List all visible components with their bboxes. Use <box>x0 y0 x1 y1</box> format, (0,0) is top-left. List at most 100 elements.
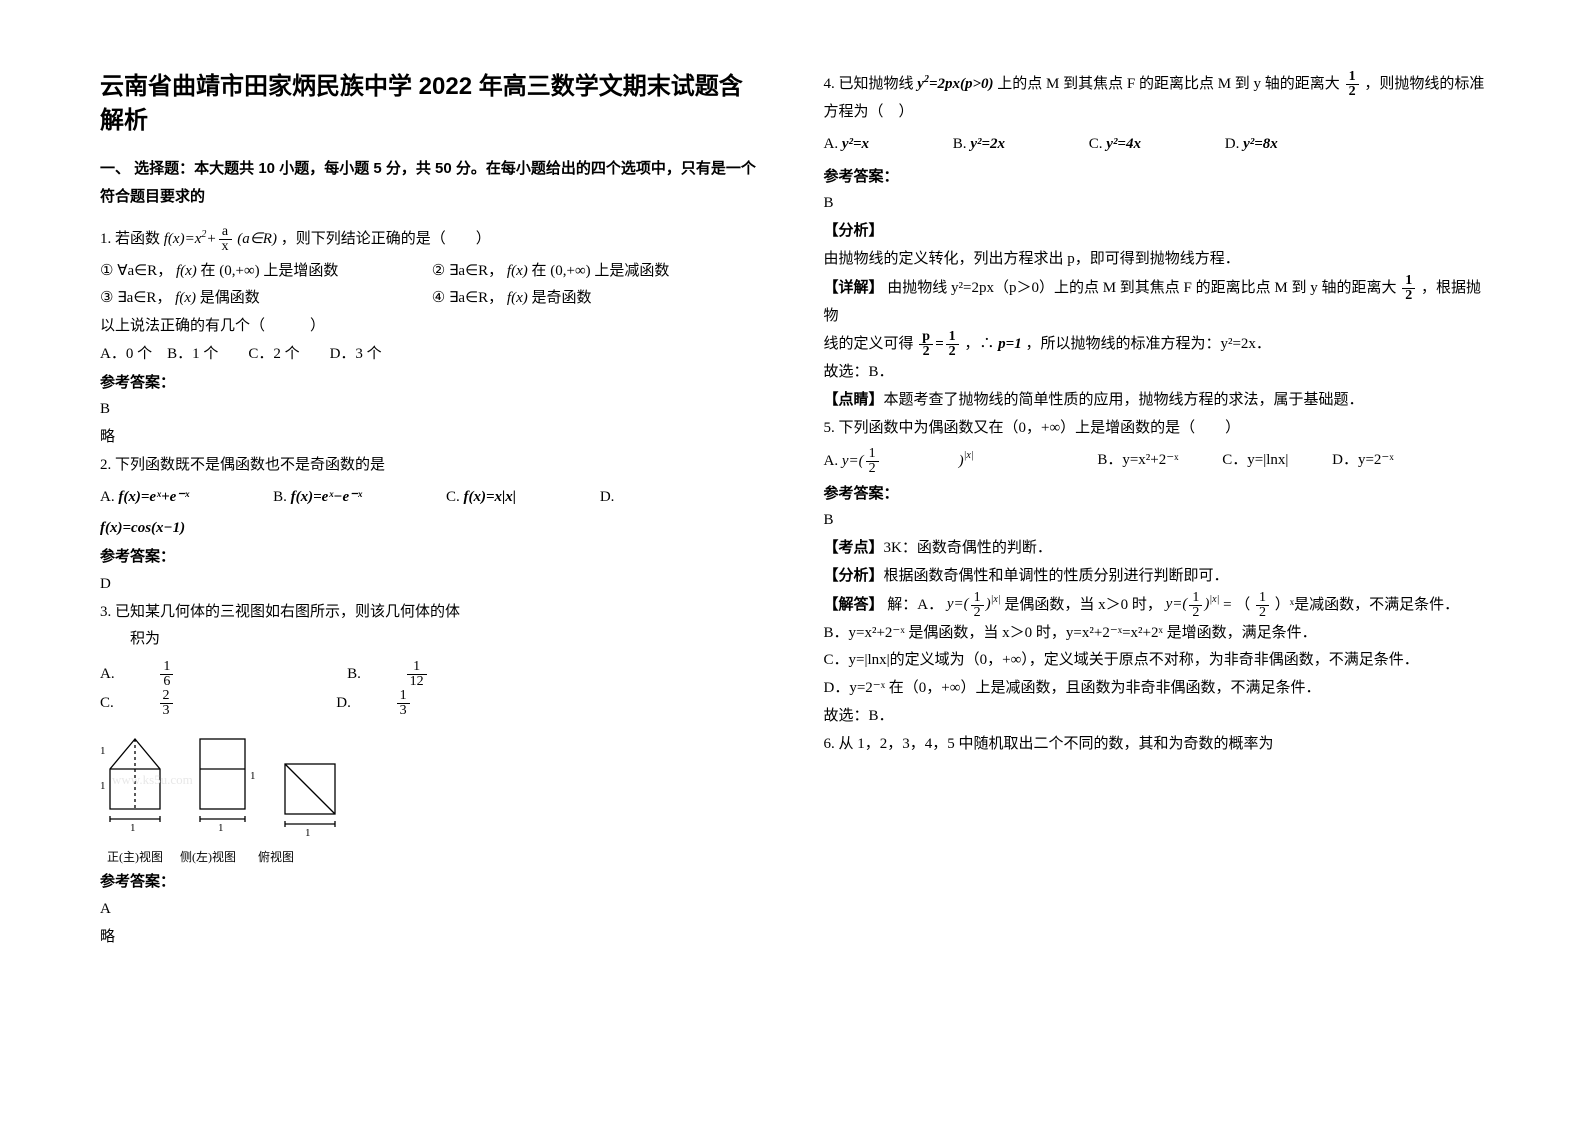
q1-row2: ③ ∃a∈R， f(x) 是偶函数 ④ ∃a∈R， f(x) 是奇函数 <box>100 285 764 313</box>
q1-stem-prefix: 1. 若函数 <box>100 231 160 247</box>
q5-fx: 根据函数奇偶性和单调性的性质分别进行判断即可． <box>884 568 1229 584</box>
q5-kd: 3K：函数奇偶性的判断． <box>884 540 1052 556</box>
q4-xj3: 故选：B． <box>824 359 1488 387</box>
q3-opts: A. 16 B. 112 C. 23 D. 13 <box>100 660 764 718</box>
q4-p1: p=1 <box>998 336 1022 352</box>
q4-fx: 由抛物线的定义转化，列出方程求出 p，即可得到抛物线方程． <box>824 246 1488 274</box>
q5-jd-f1: y=(12)|x| <box>947 596 1001 612</box>
q1-fx-2: f(x) <box>507 263 528 279</box>
q5-jde: 故选：B． <box>824 703 1488 731</box>
q4-xj2c: ，所以抛物线的标准方程为：y²=2x． <box>1025 336 1270 352</box>
q1-ask: 以上说法正确的有几个（ ） <box>100 313 764 341</box>
svg-text:1: 1 <box>305 827 311 839</box>
q5-kd-label: 【考点】 <box>824 540 884 556</box>
q5-fx-label: 【分析】 <box>824 568 884 584</box>
q3-B: B. <box>347 661 361 689</box>
q4-xj-label: 【详解】 <box>824 279 884 295</box>
q2-optC: f(x)=x|x| <box>463 484 516 512</box>
svg-text:1: 1 <box>100 745 106 757</box>
doc-title: 云南省曲靖市田家炳民族中学 2022 年高三数学文期末试题含解析 <box>100 70 764 137</box>
q4-xj1-line: 【详解】 由抛物线 y²=2px（p＞0）上的点 M 到其焦点 F 的距离比点 … <box>824 274 1488 331</box>
q5-jda4: ）ˣ是减函数，不满足条件． <box>1275 596 1459 612</box>
q4-ds-label: 【点睛】 <box>824 392 884 408</box>
q5-jd-f2: y=(12)|x| <box>1166 596 1220 612</box>
q4-opts: A. y²=x B. y²=2x C. y²=4x D. y²=8x <box>824 131 1488 159</box>
q4-xj2-line: 线的定义可得 p2=12 ，∴ p=1 ，所以抛物线的标准方程为：y²=2x． <box>824 330 1488 359</box>
q3-exp: 略 <box>100 924 764 952</box>
q4-ans: B <box>824 190 1488 218</box>
q5-jd-label: 【解答】 <box>824 596 884 612</box>
q4-fx-label: 【分析】 <box>824 223 884 239</box>
q5-stem: 5. 下列函数中为偶函数又在（0，+∞）上是增函数的是（ ） <box>824 415 1488 443</box>
q1-ans: B <box>100 396 764 424</box>
q4-frac-p: p2=12 <box>917 336 960 352</box>
q1-c2b: 在 (0,+∞) 上是减函数 <box>531 263 669 279</box>
q4-b: 上的点 M 到其焦点 F 的距离比点 M 到 y 轴的距离大 <box>997 76 1343 92</box>
q2-optD: f(x)=cos(x−1) <box>100 520 185 536</box>
q5-jdd: D．y=2⁻ˣ 在（0，+∞）上是减函数，且函数为非奇非偶函数，不满足条件． <box>824 675 1488 703</box>
q2-optA: f(x)=eˣ+e⁻ˣ <box>118 484 189 512</box>
q5-jda1: 解：A． <box>887 596 943 612</box>
q4-ans-label: 参考答案： <box>824 163 1488 191</box>
q2-ans-label: 参考答案： <box>100 543 764 571</box>
q3-A: A. <box>100 661 115 689</box>
q1-c3b: 是偶函数 <box>200 290 260 306</box>
q5-ans: B <box>824 507 1488 535</box>
q4-B: y²=2x <box>970 131 1005 159</box>
q1-exp: 略 <box>100 424 764 452</box>
q5-optC: C．y=|lnx| <box>1222 447 1288 475</box>
q4-C: y²=4x <box>1106 131 1141 159</box>
q4-D: y²=8x <box>1243 131 1278 159</box>
q2-optB: f(x)=eˣ−e⁻ˣ <box>291 484 363 512</box>
q5-optA: y=(12)|x| <box>842 447 1014 476</box>
q4-ds: 本题考查了抛物线的简单性质的应用，抛物线方程的求法，属于基础题． <box>884 392 1364 408</box>
q3-ans: A <box>100 896 764 924</box>
q3-C: C. <box>100 690 114 718</box>
svg-text:1: 1 <box>218 822 224 834</box>
q4-a: 4. 已知抛物线 <box>824 76 918 92</box>
view-captions: 正(主)视图 侧(左)视图 俯视图 <box>100 846 764 868</box>
q3-ans-label: 参考答案： <box>100 868 764 896</box>
left-column: 云南省曲靖市田家炳民族中学 2022 年高三数学文期末试题含解析 一、 选择题：… <box>100 70 764 1082</box>
q1-c4b: 是奇函数 <box>531 290 591 306</box>
q1-c3a: ③ ∃a∈R， <box>100 290 171 306</box>
right-column: 4. 已知抛物线 y2=2px(p>0) 上的点 M 到其焦点 F 的距离比点 … <box>824 70 1488 1082</box>
section-1-heading: 一、 选择题：本大题共 10 小题，每小题 5 分，共 50 分。在每小题给出的… <box>100 155 764 211</box>
q5-optB: B．y=x²+2⁻ˣ <box>1097 447 1178 475</box>
q5-jda3: = （ <box>1223 596 1250 612</box>
q3-stem: 3. 已知某几何体的三视图如右图所示，则该几何体的体 <box>100 599 764 627</box>
q5-ans-label: 参考答案： <box>824 480 1488 508</box>
q4-eq: y2=2px(p>0) <box>917 76 993 92</box>
q4-xj2a: 线的定义可得 <box>824 336 918 352</box>
q2-stem: 2. 下列函数既不是偶函数也不是奇函数的是 <box>100 452 764 480</box>
q1-c2a: ② ∃a∈R， <box>432 263 503 279</box>
q2-opts-row1: A. f(x)=eˣ+e⁻ˣ B. f(x)=eˣ−e⁻ˣ C. f(x)=x|… <box>100 484 764 512</box>
q1-row1: ① ∀a∈R， f(x) 在 (0,+∞) 上是增函数 ② ∃a∈R， f(x)… <box>100 258 764 286</box>
cap-front: 正(主)视图 <box>100 846 170 868</box>
q5-optD: D．y=2⁻ˣ <box>1332 447 1394 475</box>
cap-top: 俯视图 <box>246 846 306 868</box>
q1-c1b: 在 (0,+∞) 上是增函数 <box>201 263 339 279</box>
q1-fx-1: f(x) <box>176 263 197 279</box>
q3-D: D. <box>336 690 351 718</box>
page: 云南省曲靖市田家炳民族中学 2022 年高三数学文期末试题含解析 一、 选择题：… <box>0 0 1587 1122</box>
q5-jd-a: 【解答】 解：A． y=(12)|x| 是偶函数，当 x＞0 时， y=(12)… <box>824 591 1488 620</box>
q1-ans-label: 参考答案： <box>100 369 764 397</box>
question-1: 1. 若函数 f(x)=x2+ax (a∈R) ，则下列结论正确的是（ ） <box>100 225 764 254</box>
q1-fx-4: f(x) <box>507 290 528 306</box>
q1-fx-3: f(x) <box>175 290 196 306</box>
svg-text:1: 1 <box>130 822 136 834</box>
question-4: 4. 已知抛物线 y2=2px(p>0) 上的点 M 到其焦点 F 的距离比点 … <box>824 70 1488 127</box>
q6-stem: 6. 从 1，2，3，4，5 中随机取出二个不同的数，其和为奇数的概率为 <box>824 731 1488 759</box>
q4-xj2b: ，∴ <box>964 336 998 352</box>
svg-text:1: 1 <box>250 770 256 782</box>
cap-side: 侧(左)视图 <box>173 846 243 868</box>
three-view-figure: 1 1 1 1 1 1 www.ks5u.com <box>100 724 360 844</box>
q5-opts: A. y=(12)|x| B．y=x²+2⁻ˣ C．y=|lnx| D．y=2⁻… <box>824 447 1488 476</box>
q4-xj1: 由抛物线 y²=2px（p＞0）上的点 M 到其焦点 F 的距离比点 M 到 y… <box>887 279 1400 295</box>
q5-jdb: B．y=x²+2⁻ˣ 是偶函数，当 x＞0 时，y=x²+2⁻ˣ=x²+2ˣ 是… <box>824 620 1488 648</box>
q1-c4a: ④ ∃a∈R， <box>432 290 503 306</box>
q1-formula: f(x)=x2+ax (a∈R) <box>164 231 281 247</box>
watermark-text: www.ks5u.com <box>112 772 193 787</box>
svg-text:1: 1 <box>100 780 106 792</box>
